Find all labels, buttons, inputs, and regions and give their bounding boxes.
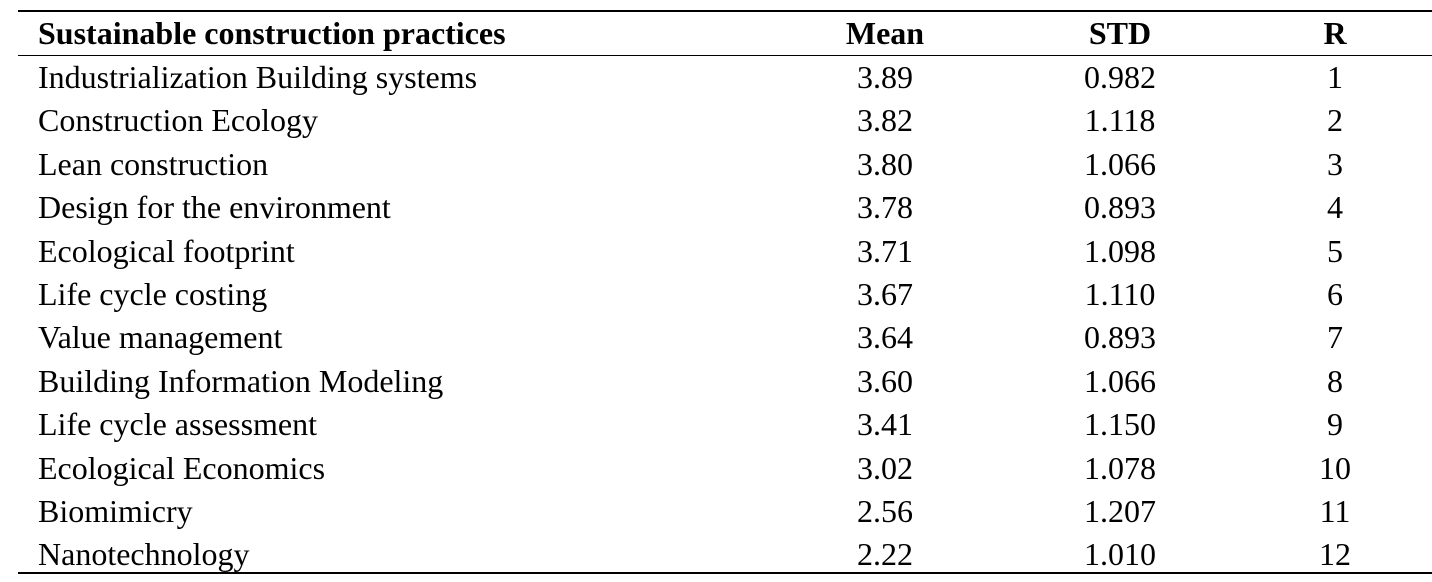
table-cell: Ecological footprint (38, 232, 295, 269)
table-cell: 9 (1327, 406, 1343, 443)
table-cell: 1.150 (1084, 406, 1156, 443)
table-cell: 1.118 (1084, 102, 1156, 139)
table-cell: 3.67 (857, 276, 913, 312)
table-cell: 12 (1319, 536, 1351, 573)
header-cell: Sustainable construction practices (38, 15, 506, 51)
table-cell: Biomimicry (38, 493, 193, 529)
table-cell: Construction Ecology (38, 102, 318, 139)
table-cell: Industrialization Building systems (38, 59, 478, 95)
bottom-rule (18, 572, 1432, 574)
table-cell: Ecological Economics (38, 449, 326, 486)
header-cell: STD (1088, 15, 1152, 51)
table-cell: 3 (1327, 145, 1343, 182)
table-cell: 1.010 (1084, 536, 1156, 573)
table-cell: Life cycle assessment (38, 406, 317, 443)
table-cell: 2.56 (857, 493, 913, 529)
table-cell: 0.893 (1084, 189, 1156, 226)
header-cell: Mean (845, 15, 925, 51)
table-cell: Lean construction (38, 145, 269, 182)
table-cell: 3.64 (857, 319, 913, 356)
table-cell: Building Information Modeling (38, 362, 444, 399)
table-cell: 1.066 (1084, 362, 1156, 399)
table-cell: 10 (1319, 449, 1351, 486)
table-cell: 11 (1319, 493, 1351, 529)
table-cell: 1.207 (1084, 493, 1156, 529)
table-cell: 0.893 (1084, 319, 1156, 356)
header-cell: R (1323, 15, 1347, 51)
table-cell: 3.82 (857, 102, 913, 139)
table-cell: 1.078 (1084, 449, 1156, 486)
table-cell: 4 (1327, 189, 1343, 226)
table-cell: 7 (1327, 319, 1343, 356)
table-cell: 3.60 (857, 362, 913, 399)
table-cell: 3.71 (857, 232, 913, 269)
top-rule (18, 10, 1432, 12)
table-cell: 3.41 (857, 406, 913, 443)
table-cell: Nanotechnology (38, 536, 250, 573)
table-cell: 0.982 (1084, 59, 1156, 95)
table-cell: Life cycle costing (38, 276, 268, 312)
table-cell: 2.22 (857, 536, 913, 573)
table-cell: 2 (1327, 102, 1343, 139)
table-cell: 3.80 (857, 145, 913, 182)
table-cell: 1.098 (1084, 232, 1156, 269)
table-cell: 8 (1327, 362, 1343, 399)
table-cell: 1.110 (1084, 276, 1156, 312)
header-rule (18, 55, 1432, 56)
table-cell: 3.78 (857, 189, 913, 226)
table-cell: 5 (1327, 232, 1343, 269)
table-cell: Design for the environment (38, 189, 391, 226)
table-cell: 1.066 (1084, 145, 1156, 182)
table-cell: 3.02 (857, 449, 913, 486)
table-cell: 1 (1327, 59, 1343, 95)
table-cell: 6 (1327, 276, 1343, 312)
table-cell: Value management (38, 319, 283, 356)
table-cell: 3.89 (857, 59, 913, 95)
